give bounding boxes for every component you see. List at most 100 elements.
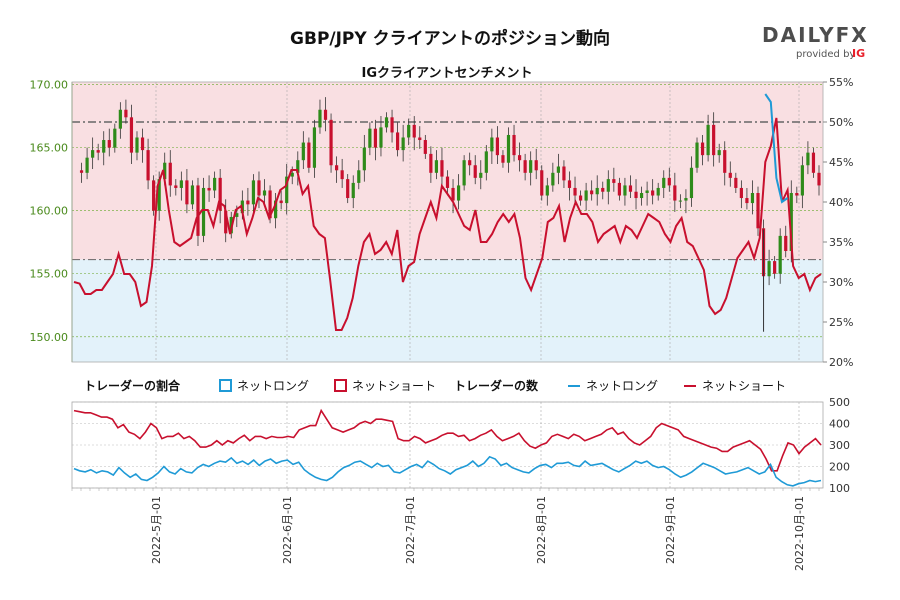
candle-body <box>418 137 422 141</box>
traders-axis-ticks: 500 400 300 200 100 <box>829 396 850 495</box>
candle-body <box>201 187 206 236</box>
candle-body <box>479 172 483 178</box>
x-tick-label: 2022-6月-01 <box>281 496 294 564</box>
candle-body <box>800 165 804 196</box>
candle-body <box>545 185 549 196</box>
candle-body <box>517 155 522 161</box>
traders-tick-label: 200 <box>829 461 850 474</box>
traders-grid <box>72 401 823 489</box>
candle-body <box>567 180 572 188</box>
pct-tick-label: 20% <box>829 356 853 369</box>
candle-body <box>778 235 782 274</box>
net-long-pct-line <box>764 93 789 204</box>
traders-tick-label: 100 <box>829 482 850 495</box>
candle-body <box>811 152 816 173</box>
candle-body <box>179 180 183 188</box>
candle-body <box>429 153 433 173</box>
candle-body <box>401 137 405 151</box>
x-tick-label: 2022-8月-01 <box>535 496 548 564</box>
candle-body <box>235 213 239 217</box>
candle-body <box>185 180 189 205</box>
candle-body <box>645 190 649 193</box>
candle-body <box>274 200 278 219</box>
candle-body <box>129 117 134 153</box>
legend-ratio-short-swatch <box>334 379 347 392</box>
candle-body <box>395 132 400 151</box>
x-tick-label: 2022-7月-01 <box>404 496 417 564</box>
band-lower <box>72 259 823 362</box>
net-short-count-line <box>73 408 822 472</box>
candle-body <box>695 142 699 168</box>
logo-brand: IG <box>852 47 865 60</box>
chart-title: GBP/JPY クライアントのポジション動向 <box>290 28 610 49</box>
candle-body <box>301 142 305 161</box>
price-panel: 170.00 165.00 160.00 155.00 150.00 55% 50% 45%… <box>30 76 854 369</box>
candle-body <box>113 128 117 148</box>
candle-body <box>124 109 128 118</box>
candle-body <box>251 180 256 205</box>
candle-body <box>612 179 616 183</box>
candle-body <box>268 190 272 219</box>
candle-body <box>745 198 749 204</box>
candle-body <box>639 192 644 199</box>
candle-body <box>445 176 450 188</box>
price-tick-label: 150.00 <box>30 331 69 344</box>
candle-body <box>434 160 439 173</box>
candle-body <box>473 165 477 178</box>
candle-body <box>756 192 760 229</box>
candle-body <box>118 109 122 129</box>
pct-tick-label: 35% <box>829 236 853 249</box>
candle-body <box>174 185 178 188</box>
candle-body <box>246 200 250 205</box>
candle-body <box>190 185 195 205</box>
candle-body <box>484 151 488 173</box>
candle-body <box>601 187 605 192</box>
candle-body <box>207 187 211 191</box>
candle-body <box>773 261 777 274</box>
candle-body <box>412 124 416 138</box>
candle-body <box>163 162 167 180</box>
candle-body <box>318 109 322 128</box>
candle-body <box>739 187 743 199</box>
candle-body <box>562 166 566 181</box>
traders-frame <box>71 401 824 489</box>
candle-body <box>634 191 638 199</box>
candle-body <box>689 167 694 199</box>
candle-body <box>379 127 383 148</box>
candle-body <box>806 152 810 166</box>
candle-body <box>712 124 716 156</box>
candle-body <box>340 170 344 180</box>
pct-tick-label: 55% <box>829 76 853 89</box>
candle-body <box>784 235 788 252</box>
candle-body <box>351 182 355 199</box>
legend-count-long-label: ネットロング <box>586 379 658 393</box>
candle-body <box>789 192 793 252</box>
pct-tick-label: 30% <box>829 276 853 289</box>
candles <box>79 97 821 332</box>
candle-body <box>673 185 677 201</box>
candle-body <box>307 142 311 168</box>
candle-body <box>296 160 300 173</box>
candle-body <box>750 192 755 204</box>
candle-body <box>85 157 89 173</box>
candle-body <box>168 162 172 186</box>
candle-body <box>312 127 317 168</box>
price-tick-label: 155.00 <box>30 268 69 281</box>
net-long-count-line <box>73 455 822 487</box>
traders-tick-label: 300 <box>829 439 850 452</box>
candle-body <box>623 185 627 196</box>
candle-body <box>678 200 682 202</box>
candle-body <box>512 134 516 156</box>
candle-body <box>734 177 738 188</box>
x-tick-label: 2022-10月-01 <box>793 496 806 571</box>
logo-text: DAILYFX <box>762 23 869 47</box>
candle-body <box>373 128 378 148</box>
candle-body <box>628 185 633 192</box>
candle-body <box>146 150 150 181</box>
candle-body <box>506 134 511 163</box>
candle-body <box>257 180 261 196</box>
candle-body <box>79 170 84 173</box>
x-tick-label: 2022-9月-01 <box>664 496 677 564</box>
chart-subtitle: IGクライアントセンチメント <box>362 66 533 81</box>
